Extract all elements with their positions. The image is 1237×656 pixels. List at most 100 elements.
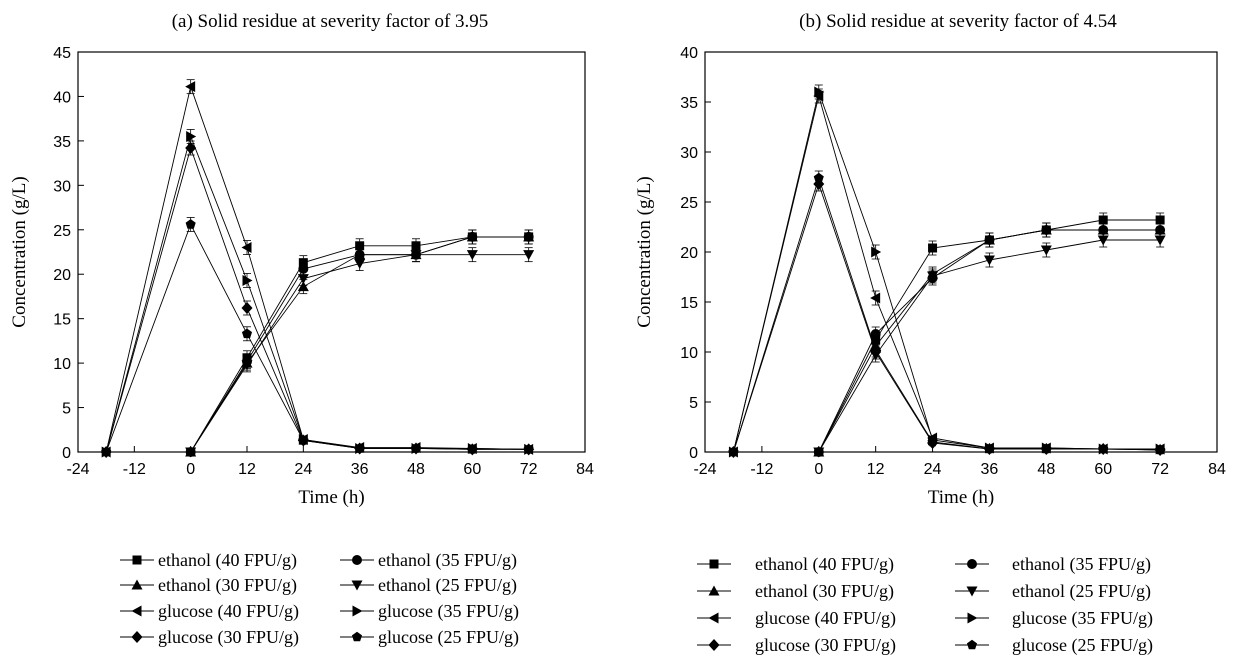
legend-label: glucose (35 FPU/g) (1012, 608, 1153, 629)
data-point (241, 302, 253, 314)
legend-label: ethanol (35 FPU/g) (378, 550, 517, 571)
y-tick-label: 30 (680, 145, 698, 162)
data-point (813, 172, 824, 183)
data-point (814, 86, 825, 98)
series-a-3 (185, 247, 535, 458)
series-line (733, 176, 1161, 453)
y-tick-label: 30 (53, 178, 71, 195)
x-axis-label-a: Time (h) (298, 487, 364, 508)
x-tick-label: -24 (66, 461, 89, 478)
legend-label: ethanol (40 FPU/g) (755, 554, 894, 575)
legend-marker (131, 631, 143, 643)
x-tick-label: 0 (814, 461, 823, 478)
y-tick-label: 10 (680, 345, 698, 362)
y-tick-label: 10 (53, 356, 71, 373)
data-point (242, 274, 253, 286)
series-a-6 (100, 140, 535, 458)
data-point (870, 329, 881, 339)
y-tick-label: 35 (53, 134, 71, 151)
chart-title-b: (b) Solid residue at severity factor of … (799, 11, 1117, 32)
x-tick-label: 36 (981, 461, 999, 478)
legend-label: glucose (30 FPU/g) (158, 627, 299, 648)
x-tick-label: 72 (520, 461, 538, 478)
series-line (733, 182, 1161, 453)
series-line (190, 254, 529, 453)
y-tick-label: 20 (53, 267, 71, 284)
x-tick-label: 84 (1208, 461, 1226, 478)
data-point (466, 250, 478, 261)
data-point (186, 130, 197, 142)
x-tick-label: 84 (576, 461, 594, 478)
data-point (297, 281, 309, 292)
data-point (927, 436, 938, 447)
legend-label: ethanol (30 FPU/g) (755, 581, 894, 602)
legend-a: ethanol (40 FPU/g) ethanol (35 FPU/g) etha… (120, 550, 519, 648)
legend-item: ethanol (25 FPU/g) (955, 581, 1151, 602)
legend-marker (708, 639, 720, 651)
data-point (1041, 443, 1052, 454)
data-point (1040, 224, 1052, 235)
y-tick-label: 40 (53, 89, 71, 106)
x-tick-label: 60 (463, 461, 481, 478)
legend-item: ethanol (30 FPU/g) (120, 575, 297, 596)
y-tick-label: 0 (689, 445, 698, 462)
y-tick-label: 35 (680, 95, 698, 112)
legend-item: glucose (30 FPU/g) (120, 627, 299, 648)
series-line (105, 85, 529, 453)
legend-label: glucose (25 FPU/g) (1012, 635, 1153, 656)
x-tick-label: -12 (123, 461, 146, 478)
data-point (1155, 215, 1165, 225)
y-tick-label: 25 (53, 223, 71, 240)
legend-label: ethanol (30 FPU/g) (158, 575, 297, 596)
data-point (983, 255, 995, 266)
legend-item: glucose (30 FPU/g) (697, 635, 896, 656)
series-b-0 (814, 212, 1165, 457)
data-point (523, 444, 534, 454)
legend-label: ethanol (40 FPU/g) (158, 550, 297, 571)
legend-marker (131, 579, 143, 590)
series-b-4 (727, 88, 1165, 458)
legend-label: glucose (40 FPU/g) (158, 601, 299, 622)
data-point (354, 259, 366, 270)
data-point (871, 246, 882, 258)
series-b-7 (728, 170, 1166, 457)
data-point (1098, 443, 1109, 454)
legend-marker (352, 555, 362, 565)
data-point (984, 443, 995, 454)
legend-marker (966, 586, 978, 597)
data-point (928, 243, 938, 253)
legend-item: ethanol (35 FPU/g) (340, 550, 517, 571)
legend-item: ethanol (35 FPU/g) (955, 554, 1151, 575)
data-point (813, 447, 825, 458)
data-point (1154, 235, 1166, 246)
legend-item: glucose (40 FPU/g) (120, 601, 299, 622)
data-point (870, 344, 881, 355)
legend-label: glucose (25 FPU/g) (378, 627, 519, 648)
data-point (523, 231, 535, 242)
legend-label: glucose (30 FPU/g) (755, 635, 896, 656)
legend-b: ethanol (40 FPU/g) ethanol (35 FPU/g) etha… (697, 554, 1153, 656)
data-point (185, 142, 197, 154)
y-tick-label: 0 (62, 445, 71, 462)
x-tick-label: 24 (924, 461, 942, 478)
legend-item: glucose (25 FPU/g) (955, 635, 1153, 656)
legend-item: ethanol (25 FPU/g) (340, 575, 517, 596)
y-tick-label: 15 (680, 295, 698, 312)
data-point (297, 274, 309, 285)
y-tick-label: 25 (680, 195, 698, 212)
x-tick-label: -12 (750, 461, 773, 478)
x-tick-label: 12 (238, 461, 256, 478)
x-tick-label: 48 (1037, 461, 1055, 478)
data-point (1155, 444, 1166, 455)
legend-marker (708, 612, 719, 624)
legend-marker (966, 639, 978, 650)
data-point (1097, 224, 1109, 235)
data-point (467, 444, 478, 454)
legend-marker (708, 585, 720, 596)
legend-label: ethanol (25 FPU/g) (1012, 581, 1151, 602)
data-point (354, 443, 365, 453)
x-tick-label: 72 (1151, 461, 1169, 478)
data-point (927, 271, 939, 282)
data-point (241, 242, 252, 254)
legend-marker (967, 612, 978, 624)
